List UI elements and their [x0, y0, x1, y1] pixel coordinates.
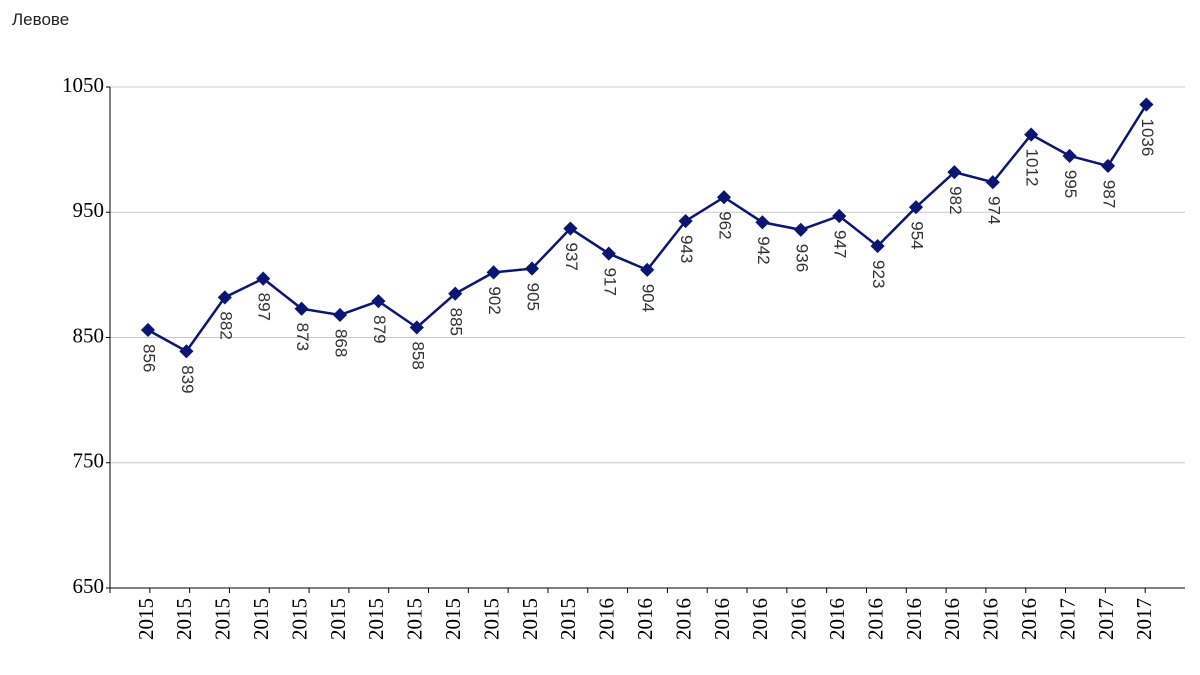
marker: [294, 301, 309, 316]
marker: [601, 246, 616, 261]
data-label: 1012: [1023, 149, 1042, 187]
marker: [755, 215, 770, 230]
marker: [140, 322, 156, 338]
data-label: 936: [792, 244, 811, 272]
x-tick-label: 2016: [633, 598, 657, 640]
y-tick-label: 950: [73, 198, 105, 222]
data-label: 943: [677, 235, 696, 263]
x-tick-label: 2015: [403, 598, 427, 640]
data-label: 937: [562, 243, 581, 271]
data-label: 904: [639, 284, 658, 312]
x-tick-label: 2015: [518, 598, 542, 640]
y-tick-label: 1050: [62, 73, 104, 97]
data-label: 954: [908, 221, 927, 249]
x-tick-label: 2015: [249, 598, 273, 640]
y-tick-label: 750: [73, 449, 105, 473]
data-label: 923: [869, 260, 888, 288]
x-tick-label: 2016: [787, 598, 811, 640]
marker: [716, 190, 732, 205]
marker: [832, 208, 847, 224]
x-tick-label: 2017: [1132, 598, 1156, 640]
marker: [371, 294, 386, 309]
marker: [179, 344, 194, 359]
x-tick-label: 2016: [710, 598, 734, 640]
marker: [332, 307, 348, 323]
y-axis-label: Левове: [12, 10, 69, 29]
marker: [947, 165, 962, 180]
data-label: 995: [1061, 170, 1080, 198]
data-label: 947: [831, 230, 850, 258]
data-label: 902: [485, 286, 504, 314]
x-tick-label: 2017: [1094, 598, 1118, 640]
marker: [524, 261, 540, 276]
marker: [1062, 148, 1077, 163]
x-tick-label: 2015: [134, 598, 158, 640]
marker: [678, 213, 693, 229]
x-tick-label: 2015: [441, 598, 465, 640]
marker: [256, 271, 271, 286]
marker: [1100, 158, 1116, 173]
x-tick-label: 2016: [671, 598, 695, 640]
marker: [563, 221, 578, 236]
marker: [1024, 127, 1039, 142]
x-tick-label: 2015: [556, 598, 580, 640]
data-label: 974: [984, 196, 1003, 224]
marker: [870, 238, 885, 254]
marker: [793, 222, 808, 237]
data-label: 982: [946, 186, 965, 214]
x-tick-label: 2016: [902, 598, 926, 640]
x-tick-label: 2016: [1017, 598, 1041, 640]
data-label: 882: [216, 311, 235, 339]
marker: [908, 200, 924, 215]
x-tick-label: 2017: [1055, 598, 1079, 640]
data-label: 917: [600, 268, 619, 296]
data-label: 858: [408, 341, 427, 369]
data-label: 1036: [1138, 119, 1157, 157]
marker: [486, 265, 501, 280]
marker: [1139, 97, 1154, 112]
marker: [640, 262, 655, 277]
data-label: 905: [524, 283, 543, 311]
marker: [448, 286, 463, 301]
y-tick-label: 850: [73, 323, 105, 347]
data-label: 839: [178, 365, 197, 393]
x-tick-label: 2015: [479, 598, 503, 640]
data-label: 868: [332, 329, 351, 357]
data-label: 873: [293, 323, 312, 351]
x-tick-label: 2016: [863, 598, 887, 640]
x-tick-label: 2016: [748, 598, 772, 640]
x-tick-label: 2015: [172, 598, 196, 640]
data-label: 942: [754, 236, 773, 264]
data-label: 879: [370, 315, 389, 343]
data-label: 885: [447, 308, 466, 336]
marker: [409, 320, 424, 335]
marker: [985, 175, 1000, 190]
data-label: 897: [255, 293, 274, 321]
x-tick-label: 2015: [364, 598, 388, 640]
x-tick-label: 2016: [940, 598, 964, 640]
x-tick-label: 2016: [979, 598, 1003, 640]
y-tick-label: 650: [73, 574, 105, 598]
x-tick-label: 2015: [326, 598, 350, 640]
data-label: 987: [1100, 180, 1119, 208]
marker: [217, 290, 232, 305]
x-tick-label: 2016: [825, 598, 849, 640]
data-label: 962: [716, 211, 735, 239]
line: [147, 103, 1148, 353]
x-tick-label: 2016: [595, 598, 619, 640]
data-label: 856: [140, 344, 159, 372]
x-tick-label: 2015: [211, 598, 235, 640]
x-tick-label: 2015: [287, 598, 311, 640]
